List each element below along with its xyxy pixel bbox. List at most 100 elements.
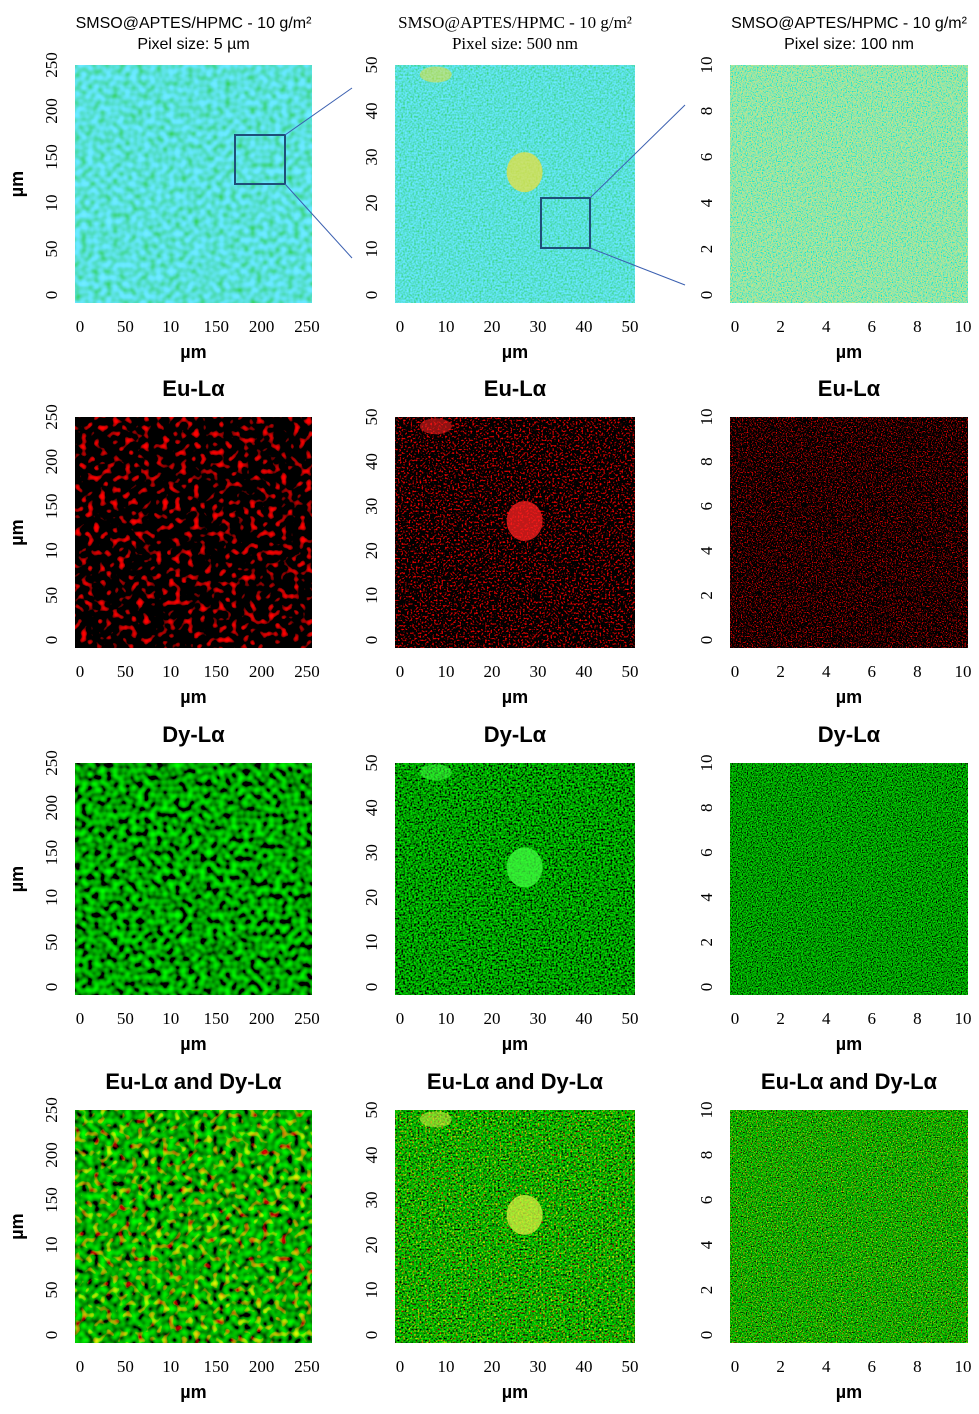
x-tick-label: 30: [530, 317, 547, 336]
y-tick-label: 50: [362, 409, 381, 426]
map-image: [75, 1110, 312, 1343]
x-axis-label: µm: [180, 1382, 206, 1402]
y-tick-label: 30: [362, 844, 381, 861]
y-tick-label: 250: [42, 404, 61, 430]
inset-line: [589, 247, 686, 286]
y-tick-label: 10: [362, 241, 381, 258]
x-tick-label: 200: [249, 317, 275, 336]
y-tick-label: 0: [42, 636, 61, 645]
x-tick-label: 20: [484, 1009, 501, 1028]
x-tick-label: 40: [576, 317, 593, 336]
y-tick-label: 0: [697, 291, 716, 300]
y-tick-label: 20: [362, 1237, 381, 1254]
x-tick-label: 10: [955, 1357, 972, 1376]
panel-title: Eu-Lα: [484, 376, 547, 401]
x-tick-label: 250: [294, 317, 320, 336]
y-tick-label: 0: [42, 983, 61, 992]
panel-title: SMSO@APTES/HPMC - 10 g/m²: [76, 15, 313, 32]
x-tick-label: 0: [396, 1357, 405, 1376]
x-tick-label: 4: [822, 662, 831, 681]
x-tick-label: 0: [731, 317, 740, 336]
x-tick-label: 250: [294, 1357, 320, 1376]
x-tick-label: 6: [868, 1009, 877, 1028]
x-tick-label: 150: [203, 317, 229, 336]
y-tick-label: 50: [362, 755, 381, 772]
x-tick-label: 50: [622, 317, 639, 336]
x-tick-label: 10: [438, 1009, 455, 1028]
y-tick-label: 4: [697, 893, 716, 902]
y-tick-label: 50: [42, 241, 61, 258]
y-tick-label: 8: [697, 457, 716, 466]
x-tick-label: 6: [868, 1357, 877, 1376]
y-tick-label: 6: [697, 502, 716, 511]
x-tick-label: 6: [868, 662, 877, 681]
x-tick-label: 150: [203, 662, 229, 681]
x-tick-label: 10: [955, 1009, 972, 1028]
x-tick-label: 30: [530, 662, 547, 681]
y-tick-label: 10: [42, 195, 61, 212]
y-tick-label: 10: [697, 409, 716, 426]
panel-title: Pixel size: 100 nm: [784, 36, 914, 53]
x-tick-label: 8: [913, 317, 922, 336]
y-tick-label: 8: [697, 804, 716, 813]
y-tick-label: 250: [42, 750, 61, 776]
y-tick-label: 2: [697, 1286, 716, 1295]
y-axis-label: µm: [7, 1213, 27, 1239]
y-tick-label: 6: [697, 848, 716, 857]
x-tick-label: 4: [822, 317, 831, 336]
x-tick-label: 150: [203, 1009, 229, 1028]
panel-title: Eu-Lα: [818, 376, 881, 401]
panel-title: Eu-Lα and Dy-Lα: [761, 1069, 938, 1094]
inset-line: [284, 87, 353, 136]
y-tick-label: 4: [697, 1240, 716, 1249]
map-image: [730, 1110, 968, 1343]
x-tick-label: 0: [76, 662, 85, 681]
y-axis-label: µm: [7, 519, 27, 545]
x-tick-label: 50: [622, 1009, 639, 1028]
panel-title: Pixel size: 500 nm: [452, 34, 578, 53]
y-tick-label: 8: [697, 1151, 716, 1160]
x-tick-label: 40: [576, 1009, 593, 1028]
x-tick-label: 0: [396, 1009, 405, 1028]
y-tick-label: 30: [362, 1192, 381, 1209]
x-tick-label: 2: [776, 662, 785, 681]
y-tick-label: 150: [42, 840, 61, 866]
y-tick-label: 10: [697, 57, 716, 74]
x-axis-label: µm: [836, 687, 862, 707]
y-axis-label: µm: [7, 866, 27, 892]
x-tick-label: 8: [913, 1009, 922, 1028]
y-tick-label: 10: [42, 889, 61, 906]
y-tick-label: 10: [42, 542, 61, 559]
x-tick-label: 2: [776, 317, 785, 336]
maps: [75, 65, 968, 1343]
panel-title: Dy-Lα: [484, 722, 547, 747]
y-tick-label: 10: [697, 755, 716, 772]
zoom-insets: [234, 87, 686, 286]
x-tick-label: 0: [76, 317, 85, 336]
y-tick-label: 250: [42, 1097, 61, 1123]
x-tick-label: 250: [294, 662, 320, 681]
panel-title: SMSO@APTES/HPMC - 10 g/m²: [398, 13, 632, 32]
x-axis-label: µm: [180, 1034, 206, 1054]
x-tick-label: 50: [117, 662, 134, 681]
x-tick-label: 10: [162, 662, 179, 681]
map-image: [395, 763, 635, 995]
panel-title: SMSO@APTES/HPMC - 10 g/m²: [731, 15, 968, 32]
x-axis-label: µm: [502, 687, 528, 707]
y-tick-label: 40: [362, 453, 381, 470]
x-tick-label: 10: [162, 317, 179, 336]
y-tick-label: 30: [362, 149, 381, 166]
x-tick-label: 4: [822, 1357, 831, 1376]
x-tick-label: 200: [249, 662, 275, 681]
x-tick-label: 10: [955, 317, 972, 336]
map-image: [75, 763, 312, 995]
y-tick-label: 10: [42, 1237, 61, 1254]
map-image: [75, 417, 312, 648]
panel-title: Dy-Lα: [818, 722, 881, 747]
x-tick-label: 4: [822, 1009, 831, 1028]
y-tick-label: 10: [362, 1282, 381, 1299]
x-tick-label: 50: [117, 317, 134, 336]
x-tick-label: 8: [913, 662, 922, 681]
y-tick-label: 200: [42, 449, 61, 475]
